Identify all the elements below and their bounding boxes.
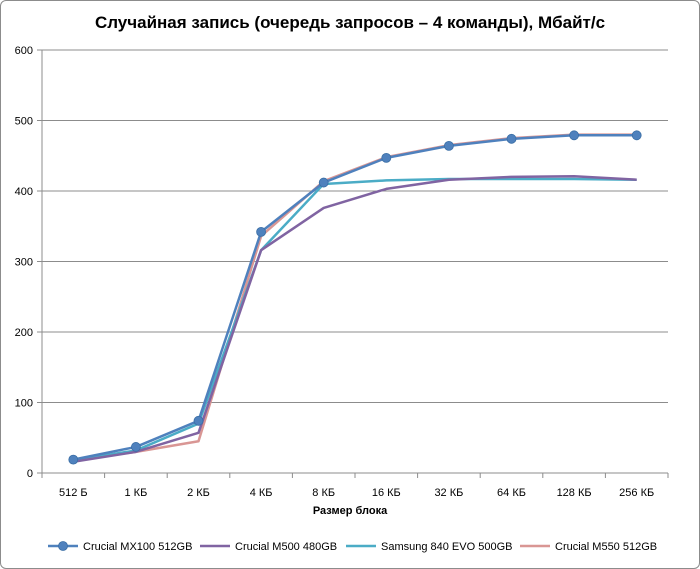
data-point [631, 130, 642, 141]
y-tick-label: 600 [15, 45, 33, 57]
legend: Crucial MX100 512GB Crucial M500 480GB Sam… [48, 541, 657, 553]
x-tick-label: 512 Б [59, 487, 88, 499]
data-point [381, 152, 392, 163]
series-line [73, 133, 637, 462]
data-point [68, 454, 79, 465]
legend-label: Samsung 840 EVO 500GB [381, 541, 512, 553]
x-tick-label: 1 КБ [124, 487, 147, 499]
x-tick-label: 2 КБ [187, 487, 210, 499]
gridlines [42, 49, 668, 403]
x-tick-label: 4 КБ [250, 487, 273, 499]
x-tick-label: 64 КБ [497, 487, 526, 499]
data-point [193, 415, 204, 426]
legend-label: Crucial M500 480GB [235, 541, 337, 553]
y-tick-label: 0 [27, 468, 33, 480]
x-tick-label: 128 КБ [557, 487, 592, 499]
series-lines [68, 130, 642, 465]
legend-label: Crucial MX100 512GB [83, 541, 192, 553]
x-tick-label: 8 КБ [312, 487, 335, 499]
data-point [318, 177, 329, 188]
legend-marker [58, 541, 68, 551]
data-point [256, 226, 267, 237]
y-tick-label: 400 [15, 186, 33, 198]
legend-item: Crucial M500 480GB [200, 541, 337, 553]
series-line [73, 134, 637, 461]
legend-item: Crucial M550 512GB [520, 541, 657, 553]
series-line [73, 177, 637, 462]
x-tick-label: 16 КБ [372, 487, 401, 499]
data-point [506, 133, 517, 144]
legend-item: Crucial MX100 512GB [48, 541, 192, 553]
legend-item: Samsung 840 EVO 500GB [346, 541, 512, 553]
series-line [73, 174, 637, 463]
data-point [130, 442, 141, 452]
legend-label: Crucial M550 512GB [555, 541, 657, 553]
y-tick-label: 500 [15, 116, 33, 128]
x-axis-ticks: 512 Б 1 КБ 2 КБ 4 КБ 8 КБ 16 КБ 32 КБ 64 КБ 128 … [41, 473, 669, 499]
data-point [569, 130, 579, 141]
y-tick-label: 100 [15, 398, 33, 410]
y-tick-label: 300 [15, 257, 33, 269]
x-axis-label: Размер блока [313, 505, 388, 517]
x-tick-label: 32 КБ [434, 487, 463, 499]
data-point [443, 140, 454, 151]
chart-title: Случайная запись (очередь запросов – 4 к… [95, 13, 605, 32]
x-tick-label: 256 КБ [619, 487, 654, 499]
y-tick-label: 200 [15, 327, 33, 339]
y-axis-ticks: 0 100 200 300 400 500 600 [15, 45, 42, 480]
